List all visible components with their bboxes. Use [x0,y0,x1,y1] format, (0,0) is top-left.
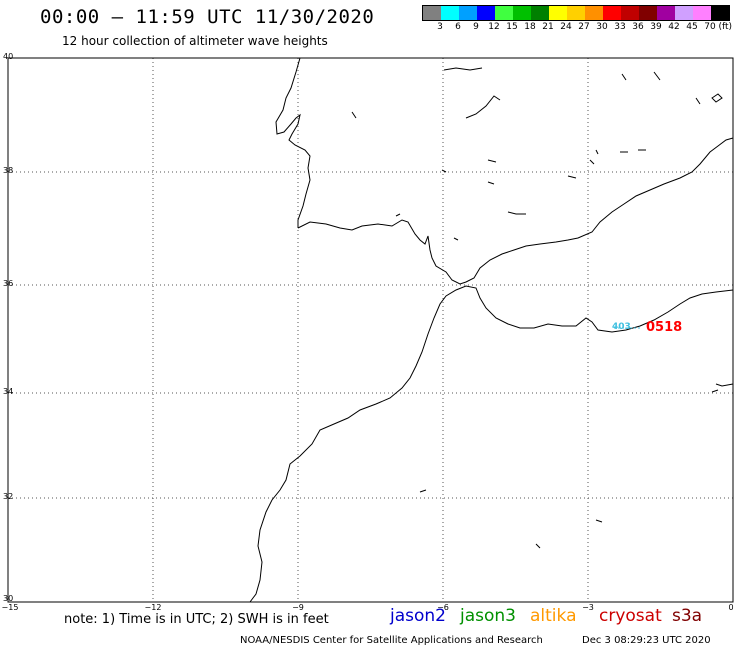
lon-label-minus-15: −15 [1,603,19,612]
graticule [8,58,733,602]
legend-tick-label: 36 [632,22,644,32]
legend-tick-label: 39 [650,22,662,32]
legend-swatch [549,6,567,20]
lon-label-minus-12: −12 [144,603,162,612]
legend-swatch [441,6,459,20]
satellite-cryosat: cryosat [599,606,662,626]
legend-tick-label: 24 [560,22,572,32]
observation-label-0518: 0518 [646,320,683,335]
legend-tick-label: 42 [668,22,680,32]
lon-label-minus-6: −6 [437,603,449,612]
observation-label-403: 403 [612,322,631,332]
satellite-jason3: jason3 [460,606,516,626]
legend-swatches [422,5,730,21]
map-subtitle: 12 hour collection of altimeter wave hei… [62,34,328,48]
legend-tick-label: 70 [704,22,716,32]
lat-label-36: 36 [3,279,14,288]
legend-swatch [693,6,711,20]
legend-swatch [621,6,639,20]
legend-swatch [657,6,675,20]
wave-height-legend: 3 6 9 12 15 18 21 24 27 30 33 36 39 42 45 70 (ft) [422,5,732,37]
legend-swatch [513,6,531,20]
legend-swatch [495,6,513,20]
legend-swatch [639,6,657,20]
map-frame [7,57,734,603]
legend-swatch [567,6,585,20]
legend-tick-label: 18 [524,22,536,32]
legend-swatch [477,6,495,20]
legend-tick-label: 15 [506,22,518,32]
footer-credit: NOAA/NESDIS Center for Satellite Applica… [240,635,543,646]
legend-swatch [459,6,477,20]
lat-label-30: 30 [3,594,14,603]
coastline-iberia-south [297,137,734,285]
satellite-s3a: s3a [672,606,703,626]
map-title: 00:00 – 11:59 UTC 11/30/2020 [40,6,375,28]
coastlines [249,57,734,603]
legend-tick-label: 6 [455,22,461,32]
legend-tick-label: 45 [686,22,698,32]
legend-tick-label: 9 [473,22,479,32]
footer-note: note: 1) Time is in UTC; 2) SWH is in fe… [64,612,329,627]
legend-swatch [585,6,603,20]
coastline-mallorca [711,93,723,103]
lon-label-minus-3: −3 [582,603,594,612]
legend-tick-label: 27 [578,22,590,32]
satellite-jason2: jason2 [390,606,446,626]
legend-tick-label: 3 [437,22,443,32]
coastline-iberia-west [275,57,311,228]
lat-label-38: 38 [3,166,14,175]
legend-unit: (ft) [718,22,732,32]
footer-timestamp: Dec 3 08:29:23 UTC 2020 [582,635,711,646]
lon-label-minus-9: −9 [292,603,304,612]
legend-tick-label: 33 [614,22,626,32]
coastline-east-edge [711,383,734,393]
legend-swatch [423,6,441,20]
satellite-altika: altika [530,606,577,626]
coastline-mancha-lines [351,67,701,549]
legend-swatch [531,6,549,20]
legend-tick-label: 12 [488,22,500,32]
lat-label-32: 32 [3,492,14,501]
legend-swatch [711,6,729,20]
legend-swatch [675,6,693,20]
lon-label-0: 0 [728,603,734,612]
coastline-north-africa [249,285,734,603]
legend-tick-label: 30 [596,22,608,32]
lat-label-34: 34 [3,387,14,396]
lat-label-40: 40 [3,52,14,61]
legend-tick-label: 21 [542,22,554,32]
legend-swatch [603,6,621,20]
